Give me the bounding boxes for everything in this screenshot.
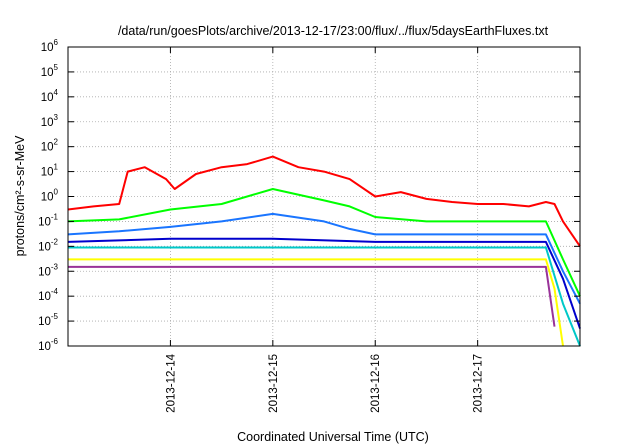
series-group xyxy=(67,155,581,347)
x-tick-label: 2013-12-14 xyxy=(165,353,177,412)
series-line-1 xyxy=(67,155,581,247)
x-tick-label: 2013-12-16 xyxy=(370,354,382,413)
series-line-3 xyxy=(67,212,581,305)
y-tick-label: 10-2 xyxy=(38,237,58,253)
y-tick-label: 104 xyxy=(41,88,59,104)
y-tick-label: 10-3 xyxy=(38,262,58,278)
x-axis: 2013-12-14 2013-12-15 2013-12-16 2013-12-17 xyxy=(165,47,485,413)
y-tick-label: 101 xyxy=(41,163,59,179)
x-axis-label: Coordinated Universal Time (UTC) xyxy=(237,430,429,444)
y-tick-label: 103 xyxy=(41,113,59,129)
series-line-7 xyxy=(68,265,556,327)
y-axis-label: protons/cm²-s-sr-MeV xyxy=(13,135,27,257)
y-tick-label: 10-5 xyxy=(38,312,58,328)
series-line-4 xyxy=(67,237,581,329)
chart-title: /data/run/goesPlots/archive/2013-12-17/2… xyxy=(118,24,549,38)
y-tick-label: 10-6 xyxy=(38,337,58,353)
x-tick-label: 2013-12-15 xyxy=(268,354,280,413)
series-line-6 xyxy=(68,258,564,347)
series-line-2 xyxy=(67,188,581,297)
y-tick-label: 105 xyxy=(41,63,59,79)
y-tick-label: 10-1 xyxy=(38,212,58,228)
y-tick-label: 102 xyxy=(41,138,59,154)
y-tick-label: 100 xyxy=(41,188,59,204)
x-tick-label: 2013-12-17 xyxy=(473,354,485,413)
y-tick-label: 10-4 xyxy=(38,287,58,303)
y-axis: 10-6 10-5 10-4 10-3 10-2 10-1 100 101 102 103 104 1… xyxy=(38,38,580,353)
y-tick-label: 106 xyxy=(41,38,59,54)
series-line-5 xyxy=(68,246,581,347)
